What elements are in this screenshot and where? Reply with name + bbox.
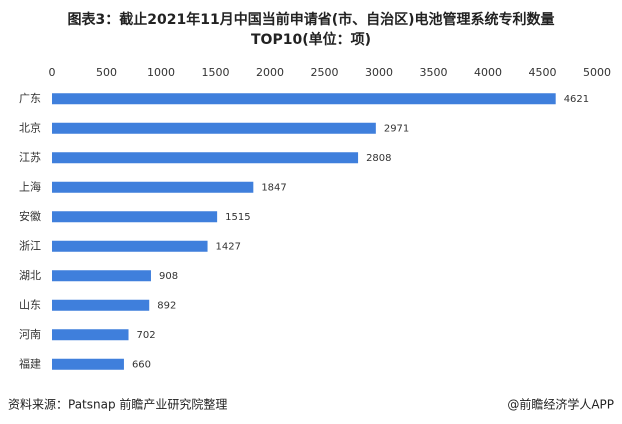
bar [52,329,129,341]
x-tick-label: 1000 [147,66,175,79]
y-tick-label: 湖北 [19,269,41,282]
x-tick-label: 4000 [474,66,502,79]
y-tick-label: 安徽 [19,209,41,223]
y-tick-label: 广东 [19,92,41,105]
value-label: 1847 [261,182,286,193]
value-label: 660 [132,359,151,370]
x-tick-label: 1500 [202,66,230,79]
bar [52,240,208,252]
y-tick-label: 福建 [19,356,41,370]
y-tick-label: 上海 [19,179,41,193]
x-tick-label: 3500 [420,66,448,79]
y-tick-label: 山东 [19,298,41,311]
source-note: 资料来源：Patsnap 前瞻产业研究院整理 [8,397,227,412]
chart-title: TOP10(单位：项) [251,31,371,48]
bar [52,93,556,105]
bar [52,358,124,370]
bar [52,181,254,193]
bar [52,122,376,134]
value-label: 908 [159,271,178,282]
x-tick-label: 3000 [365,66,393,79]
value-label: 2808 [366,153,391,164]
value-label: 4621 [564,94,589,105]
credit: @前瞻经济学人APP [507,397,614,412]
value-label: 1515 [225,212,250,223]
value-label: 702 [137,330,156,341]
y-tick-label: 江苏 [19,151,41,164]
bar [52,152,359,164]
chart-title: 图表3：截止2021年11月中国当前申请省(市、自治区)电池管理系统专利数量 [68,11,555,28]
value-label: 892 [157,300,176,311]
y-tick-label: 北京 [19,120,41,134]
bar [52,270,151,282]
x-tick-label: 2500 [311,66,339,79]
x-tick-label: 2000 [256,66,284,79]
y-tick-label: 浙江 [19,239,41,252]
x-tick-label: 4500 [529,66,557,79]
x-tick-label: 5000 [583,66,611,79]
y-tick-label: 河南 [19,328,41,341]
x-tick-label: 500 [96,66,117,79]
value-label: 1427 [216,241,241,252]
x-tick-label: 0 [49,66,56,79]
bar [52,211,218,223]
value-label: 2971 [384,123,409,134]
bar [52,299,150,311]
